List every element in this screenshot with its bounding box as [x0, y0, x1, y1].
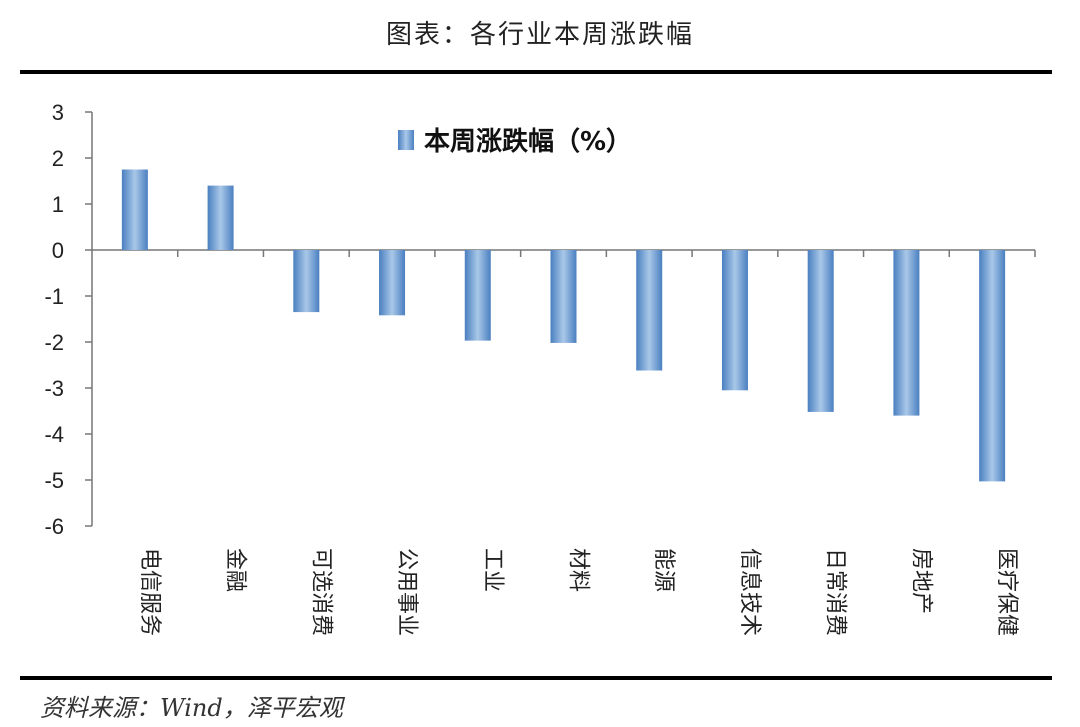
x-tick-label: 金融 — [223, 548, 248, 592]
legend: 本周涨跌幅（%） — [398, 127, 632, 157]
bar — [293, 250, 320, 313]
legend-swatch — [398, 130, 414, 150]
y-tick-label: -5 — [44, 468, 64, 493]
y-tick-label: 3 — [52, 100, 64, 125]
y-tick-label: -3 — [44, 376, 64, 401]
x-tick-label: 房地产 — [908, 548, 933, 614]
bar — [721, 250, 748, 391]
bar — [121, 169, 148, 250]
bar — [636, 250, 663, 371]
top-rule — [20, 70, 1052, 74]
x-tick-label: 能源 — [651, 548, 676, 592]
x-tick-label: 医疗保健 — [994, 548, 1019, 636]
page-title: 图表：各行业本周涨跌幅 — [385, 20, 694, 50]
x-tick-label: 日常消费 — [823, 548, 848, 636]
bar — [550, 250, 577, 343]
x-tick-label: 材料 — [566, 548, 591, 592]
y-tick-label: 1 — [52, 192, 64, 217]
x-tick-label: 工业 — [480, 548, 505, 592]
x-tick-label: 信息技术 — [737, 548, 762, 636]
bar — [893, 250, 920, 416]
x-tick-label: 公用事业 — [394, 548, 419, 636]
y-tick-label: -2 — [44, 330, 64, 355]
y-tick-label: -6 — [44, 514, 64, 539]
y-axis: 3 2 1 0 -1 -2 -3 -4 -5 -6 — [44, 100, 93, 539]
y-tick-label: -1 — [44, 284, 64, 309]
x-tick-label: 电信服务 — [137, 548, 162, 636]
bars — [121, 169, 1006, 482]
bar — [379, 250, 406, 316]
x-labels: 电信服务 金融 可选消费 公用事业 工业 材料 能源 信息技术 日常消费 房地产 医疗保健 — [137, 548, 1019, 636]
y-tick-label: -4 — [44, 422, 64, 447]
source-note: 资料来源：Wind，泽平宏观 — [40, 694, 343, 722]
bar — [807, 250, 834, 412]
bottom-rule — [20, 676, 1052, 680]
y-tick-label: 2 — [52, 146, 64, 171]
y-tick-label: 0 — [52, 238, 64, 263]
legend-label: 本周涨跌幅（%） — [424, 127, 632, 157]
bar — [979, 250, 1006, 482]
bar — [207, 185, 234, 250]
x-tick-label: 可选消费 — [308, 548, 333, 636]
bar — [464, 250, 491, 341]
bar-chart: 3 2 1 0 -1 -2 -3 -4 -5 -6 电信服务 金融 可选消费 公用事业 工业 材料 能源 信息技… — [44, 100, 1036, 636]
